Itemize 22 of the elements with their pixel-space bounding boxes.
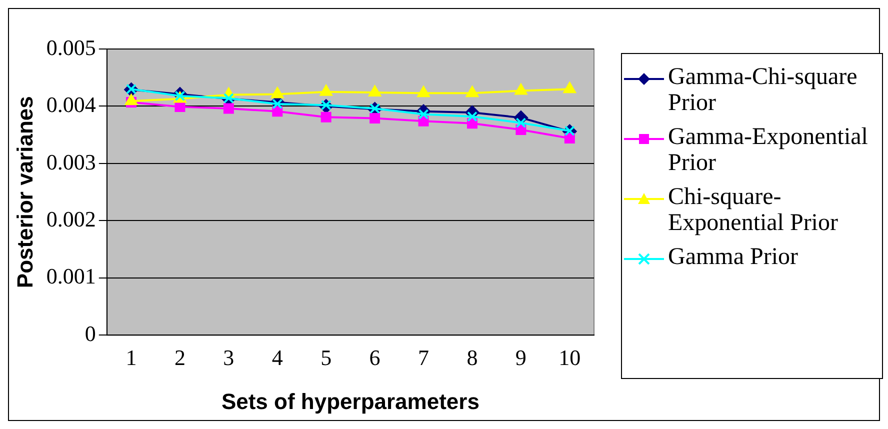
x-tick-label: 7 xyxy=(418,345,430,370)
x-axis-title: Sets of hyperparameters xyxy=(221,388,480,414)
legend-label: Gamma-Chi-square Prior xyxy=(668,64,858,116)
legend-label: Gamma-Exponential Prior xyxy=(668,124,869,176)
x-tick-label: 8 xyxy=(466,345,478,370)
y-tick-label: 0.001 xyxy=(46,264,96,289)
y-tick-label: 0.005 xyxy=(46,34,96,60)
y-tick-label: 0.002 xyxy=(46,206,96,232)
x-tick-label: 5 xyxy=(320,345,332,370)
y-tick-label: 0.004 xyxy=(46,92,96,118)
x-tick-label: 2 xyxy=(174,345,186,370)
x-tick-label: 1 xyxy=(126,345,137,370)
y-tick-label: 0.003 xyxy=(46,149,96,174)
legend-label: Gamma Prior xyxy=(668,244,798,270)
y-tick-label: 0 xyxy=(84,320,96,346)
x-tick-label: 3 xyxy=(223,345,234,370)
x-tick-label: 4 xyxy=(272,345,283,370)
x-tick-label: 9 xyxy=(515,345,526,370)
x-tick-label: 10 xyxy=(558,345,581,370)
x-tick-label: 6 xyxy=(369,345,380,370)
y-axis-title: Posterior varianes xyxy=(12,96,38,288)
legend-label: Chi-square-Exponential Prior xyxy=(668,184,839,236)
